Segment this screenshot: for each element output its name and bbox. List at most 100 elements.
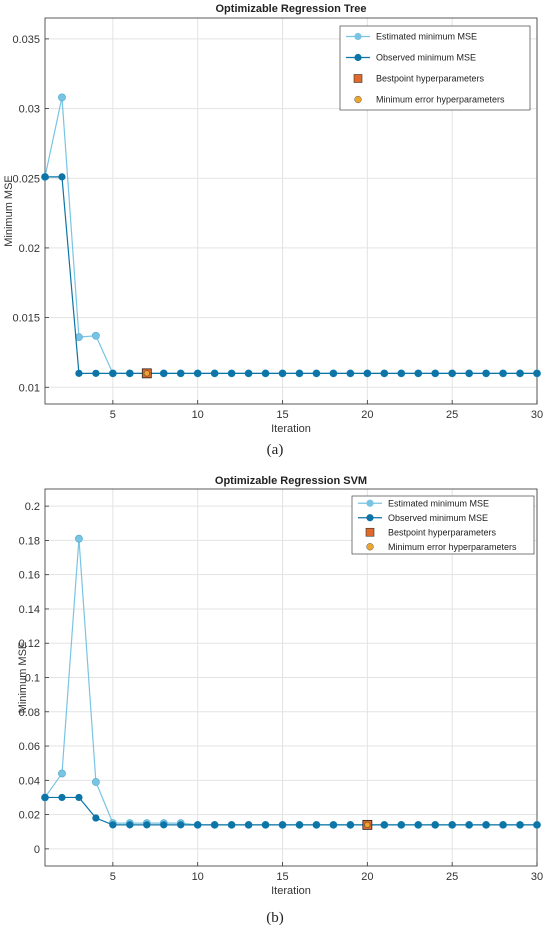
legend-label: Observed minimum MSE xyxy=(388,513,488,523)
observed-point xyxy=(397,369,405,377)
chart-title: Optimizable Regression SVM xyxy=(215,475,367,487)
observed-point xyxy=(516,369,524,377)
x-tick-label: 10 xyxy=(192,409,204,421)
y-tick-label: 0.08 xyxy=(19,707,40,719)
y-tick-label: 0.06 xyxy=(19,741,40,753)
observed-point xyxy=(397,821,405,829)
legend-box xyxy=(339,25,531,111)
observed-point xyxy=(41,793,49,802)
y-tick-label: 0.16 xyxy=(19,570,40,582)
observed-point xyxy=(244,821,253,829)
observed-point xyxy=(312,369,321,377)
legend-label: Bestpoint hyperparameters xyxy=(376,74,485,84)
x-axis-label: Iteration xyxy=(271,885,311,897)
observed-point xyxy=(295,369,304,377)
observed-point xyxy=(499,821,507,829)
y-tick-label: 0.12 xyxy=(19,638,40,650)
observed-point xyxy=(465,369,473,377)
min-error-marker xyxy=(364,821,371,828)
legend-marker-swatch xyxy=(366,514,374,522)
observed-point xyxy=(228,369,236,377)
legend: Estimated minimum MSE Observed minimum MS… xyxy=(351,495,535,555)
observed-point xyxy=(499,369,507,377)
observed-point xyxy=(143,821,151,829)
y-tick-label: 0.015 xyxy=(12,313,40,325)
y-tick-label: 0.1 xyxy=(25,673,40,685)
legend-square-swatch xyxy=(353,74,363,83)
observed-point xyxy=(380,821,388,829)
observed-point xyxy=(329,821,338,829)
observed-point xyxy=(194,369,202,377)
observed-point xyxy=(414,821,422,829)
estimated-point xyxy=(58,769,66,778)
legend-box xyxy=(351,495,535,555)
observed-point xyxy=(533,821,541,829)
observed-point xyxy=(448,821,456,829)
legend-label: Estimated minimum MSE xyxy=(388,498,489,508)
observed-point xyxy=(177,369,185,377)
min-error-marker xyxy=(143,370,150,377)
legend: Estimated minimum MSE Observed minimum MS… xyxy=(339,25,531,111)
observed-point xyxy=(431,369,439,377)
observed-point xyxy=(92,369,100,377)
observed-point xyxy=(482,821,490,829)
chart-title: Optimizable Regression Tree xyxy=(216,3,367,15)
legend-marker-swatch xyxy=(354,53,362,62)
observed-point xyxy=(448,369,456,377)
observed-point xyxy=(363,369,371,377)
observed-point xyxy=(126,369,134,377)
legend-label: Estimated minimum MSE xyxy=(376,32,477,42)
y-tick-label: 0.035 xyxy=(12,34,40,46)
legend-label: Minimum error hyperparameters xyxy=(388,542,517,552)
observed-point xyxy=(75,369,83,377)
legend-marker-swatch xyxy=(354,32,362,41)
axes-box xyxy=(44,17,538,405)
observed-point xyxy=(126,821,134,829)
observed-point xyxy=(380,369,388,377)
legend-marker-swatch xyxy=(366,499,374,507)
legend-square-swatch xyxy=(365,527,375,537)
observed-point xyxy=(431,821,439,829)
estimated-point xyxy=(91,778,100,786)
legend-label: Bestpoint hyperparameters xyxy=(388,527,497,537)
x-tick-label: 25 xyxy=(446,871,458,883)
observed-point xyxy=(346,821,354,829)
observed-point xyxy=(346,369,354,377)
observed-point xyxy=(211,821,219,829)
observed-point xyxy=(329,369,338,377)
x-tick-label: 20 xyxy=(361,871,373,883)
y-tick-label: 0.02 xyxy=(19,810,40,822)
estimated-point xyxy=(58,93,66,102)
estimated-point xyxy=(91,331,100,340)
observed-point xyxy=(414,369,422,377)
x-tick-label: 30 xyxy=(531,409,543,421)
observed-point xyxy=(465,821,473,829)
x-tick-label: 15 xyxy=(276,871,288,883)
legend-label: Observed minimum MSE xyxy=(376,53,476,63)
y-axis-label: Minimum MSE xyxy=(3,175,15,247)
y-tick-label: 0.18 xyxy=(19,535,40,547)
observed-point xyxy=(261,369,270,377)
observed-point xyxy=(160,821,168,829)
chart-panel-b: 5 10 15 20 25 30 0 0.02 0.04 0.06 0.08 0.1 0.12 0.14 0… xyxy=(17,475,543,897)
observed-point xyxy=(92,814,100,822)
observed-point xyxy=(312,821,321,829)
observed-point xyxy=(58,793,66,802)
estimated-point xyxy=(75,534,83,543)
legend-label: Minimum error hyperparameters xyxy=(376,95,505,105)
legend-circle-swatch xyxy=(366,543,374,551)
observed-point xyxy=(278,369,287,377)
y-tick-label: 0.025 xyxy=(12,173,40,185)
observed-point xyxy=(58,173,66,181)
panel-caption: (b) xyxy=(266,910,284,926)
y-tick-label: 0 xyxy=(34,844,40,856)
observed-point xyxy=(41,173,49,181)
observed-point xyxy=(278,821,287,829)
observed-point xyxy=(228,821,236,829)
x-tick-label: 30 xyxy=(531,871,543,883)
observed-point xyxy=(75,793,83,802)
observed-point xyxy=(482,369,490,377)
observed-point xyxy=(109,369,117,377)
observed-point xyxy=(194,821,202,829)
